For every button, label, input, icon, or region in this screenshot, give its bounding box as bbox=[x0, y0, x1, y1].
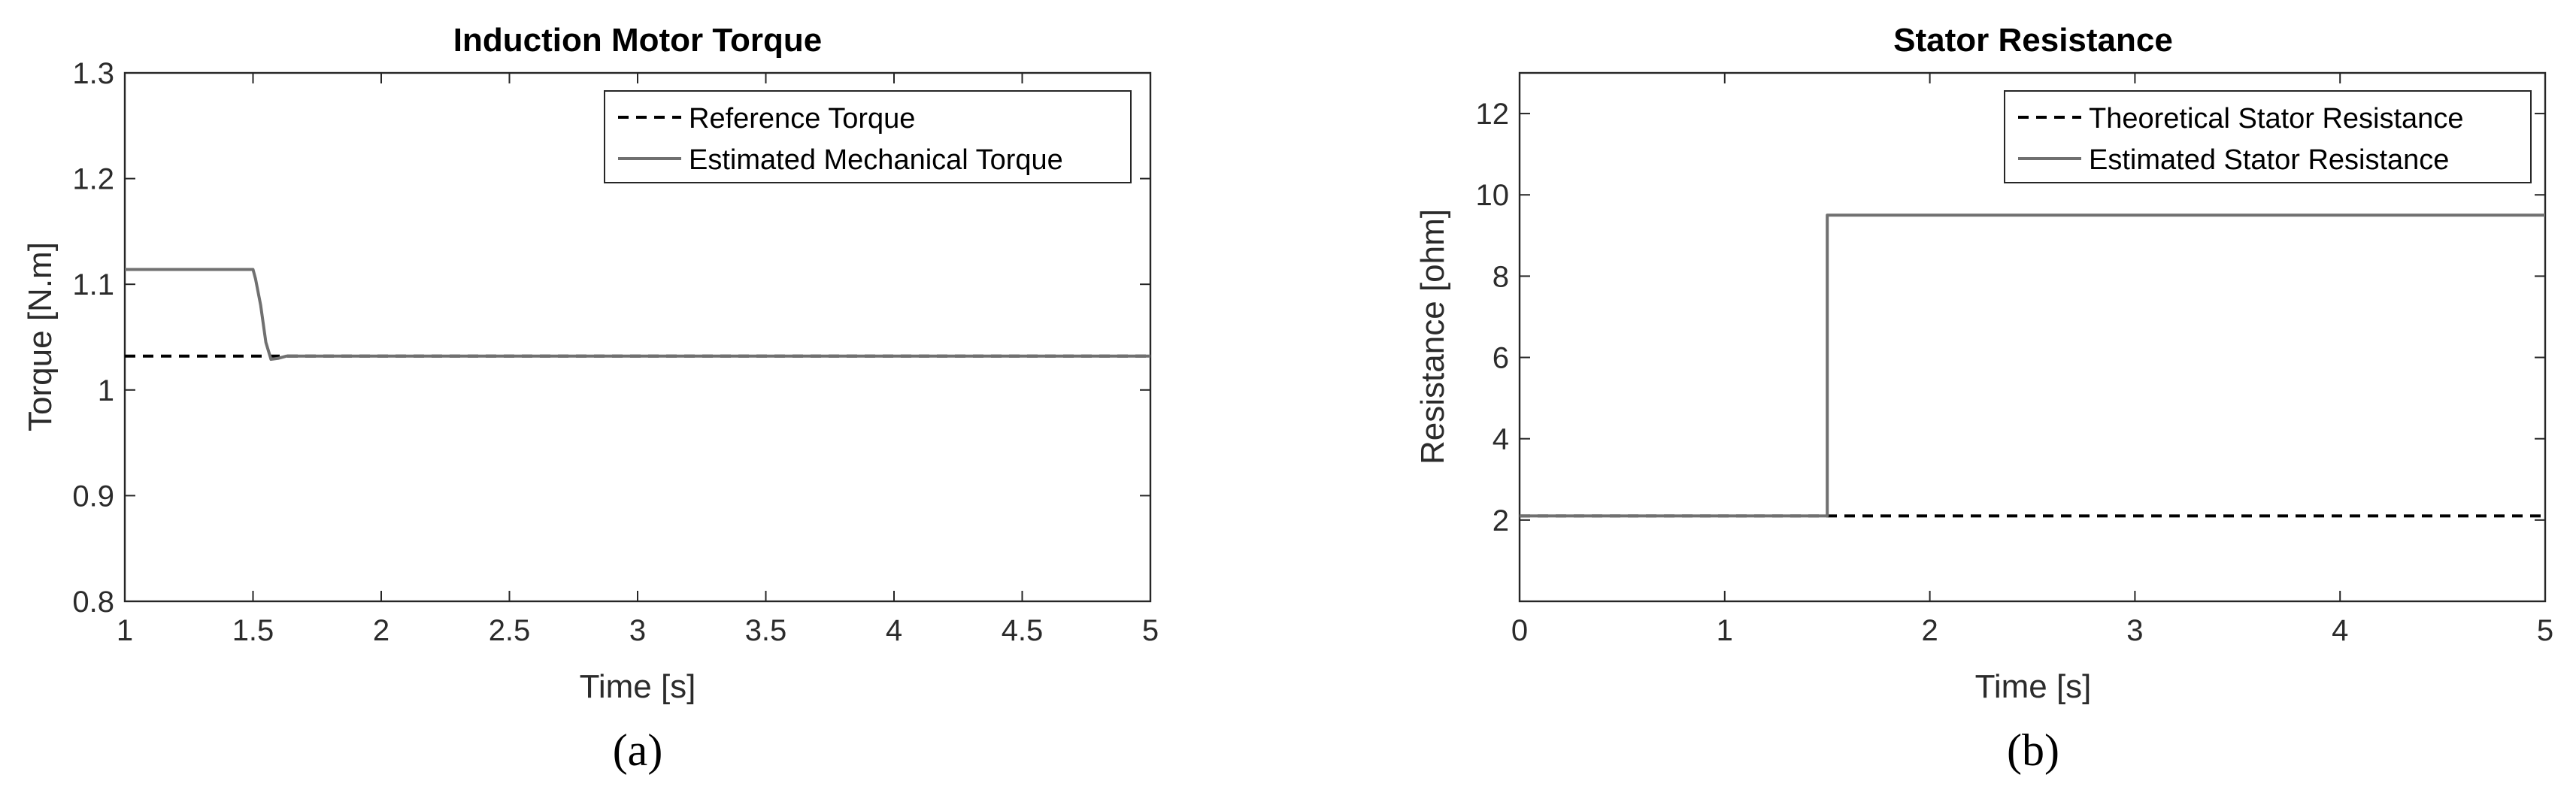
chart-b-xtick-label: 0 bbox=[1511, 614, 1528, 647]
chart-b-lines bbox=[1520, 213, 2545, 518]
chart-a-ytick-label: 0.9 bbox=[72, 480, 114, 513]
chart-a-title: Induction Motor Torque bbox=[453, 22, 822, 59]
chart-b-ylabel: Resistance [ohm] bbox=[1414, 209, 1451, 465]
chart-b-xtick-label: 4 bbox=[2332, 614, 2348, 647]
chart-a-legend-estimated: Estimated Mechanical Torque bbox=[689, 144, 1063, 176]
chart-a-ticks: 1 1.5 2 2.5 3 3.5 4 4.5 5 0.8 0.9 1 1.1 1.2 1.3 bbox=[72, 57, 1159, 647]
chart-panel-a: Induction Motor Torque 1 1.5 2 2.5 3 3.5 4 4.5 5… bbox=[22, 22, 1159, 775]
chart-b-legend-theoretical: Theoretical Stator Resistance bbox=[2089, 103, 2463, 135]
chart-a-xtick-label: 2 bbox=[373, 614, 389, 647]
chart-a-panel-label-text: (a) bbox=[613, 725, 663, 775]
chart-b-xtick-label: 5 bbox=[2537, 614, 2553, 647]
chart-a-xtick-label: 2.5 bbox=[489, 614, 531, 647]
chart-a-series-1-line bbox=[125, 268, 1150, 361]
chart-a-ytick-label: 1 bbox=[98, 374, 114, 407]
chart-a-xtick-label: 3 bbox=[629, 614, 646, 647]
chart-b-ytick-label: 2 bbox=[1493, 504, 1509, 537]
chart-b-ytick-label: 4 bbox=[1493, 423, 1509, 456]
chart-a-xtick-label: 1 bbox=[117, 614, 133, 647]
chart-a-xtick-label: 1.5 bbox=[232, 614, 274, 647]
chart-a-ylabel: Torque [N.m] bbox=[22, 242, 59, 431]
chart-b-xtick-label: 3 bbox=[2126, 614, 2143, 647]
chart-a-xtick-label: 5 bbox=[1142, 614, 1159, 647]
chart-a-lines bbox=[125, 268, 1150, 361]
chart-a-ytick-label: 1.2 bbox=[72, 163, 114, 196]
chart-b-xtick-label: 2 bbox=[1921, 614, 1938, 647]
chart-b-xtick-label: 1 bbox=[1717, 614, 1733, 647]
chart-a-legend: Reference Torque Estimated Mechanical To… bbox=[604, 90, 1132, 183]
chart-b-series-1-line bbox=[1520, 213, 2545, 518]
chart-b-ytick-label: 10 bbox=[1476, 179, 1510, 212]
chart-b-legend-estimated: Estimated Stator Resistance bbox=[2089, 144, 2449, 176]
chart-b-xlabel: Time [s] bbox=[1975, 668, 2092, 705]
chart-a-panel-label: (a) bbox=[613, 725, 663, 775]
chart-b-ytick-label: 6 bbox=[1493, 342, 1509, 375]
chart-b-title: Stator Resistance bbox=[1893, 22, 2173, 59]
chart-a-ytick-label: 1.3 bbox=[72, 57, 114, 90]
chart-a-legend-box bbox=[604, 90, 1132, 183]
chart-a-xtick-label: 4 bbox=[886, 614, 902, 647]
chart-b-ytick-label: 8 bbox=[1493, 260, 1509, 293]
chart-a-xtick-label: 4.5 bbox=[1002, 614, 1044, 647]
chart-b-panel-label-text: (b) bbox=[2007, 725, 2059, 775]
chart-a-legend-reference: Reference Torque bbox=[689, 103, 915, 135]
chart-a-xlabel: Time [s] bbox=[580, 668, 696, 705]
chart-b-legend-box bbox=[2004, 90, 2532, 183]
chart-a-ytick-label: 1.1 bbox=[72, 268, 114, 301]
chart-a-xtick-label: 3.5 bbox=[745, 614, 787, 647]
chart-a-ytick-label: 0.8 bbox=[72, 586, 114, 619]
chart-b-ytick-label: 12 bbox=[1476, 98, 1510, 131]
chart-b-legend: Theoretical Stator Resistance Estimated … bbox=[2004, 90, 2532, 183]
chart-b-panel-label: (b) bbox=[2007, 725, 2059, 775]
